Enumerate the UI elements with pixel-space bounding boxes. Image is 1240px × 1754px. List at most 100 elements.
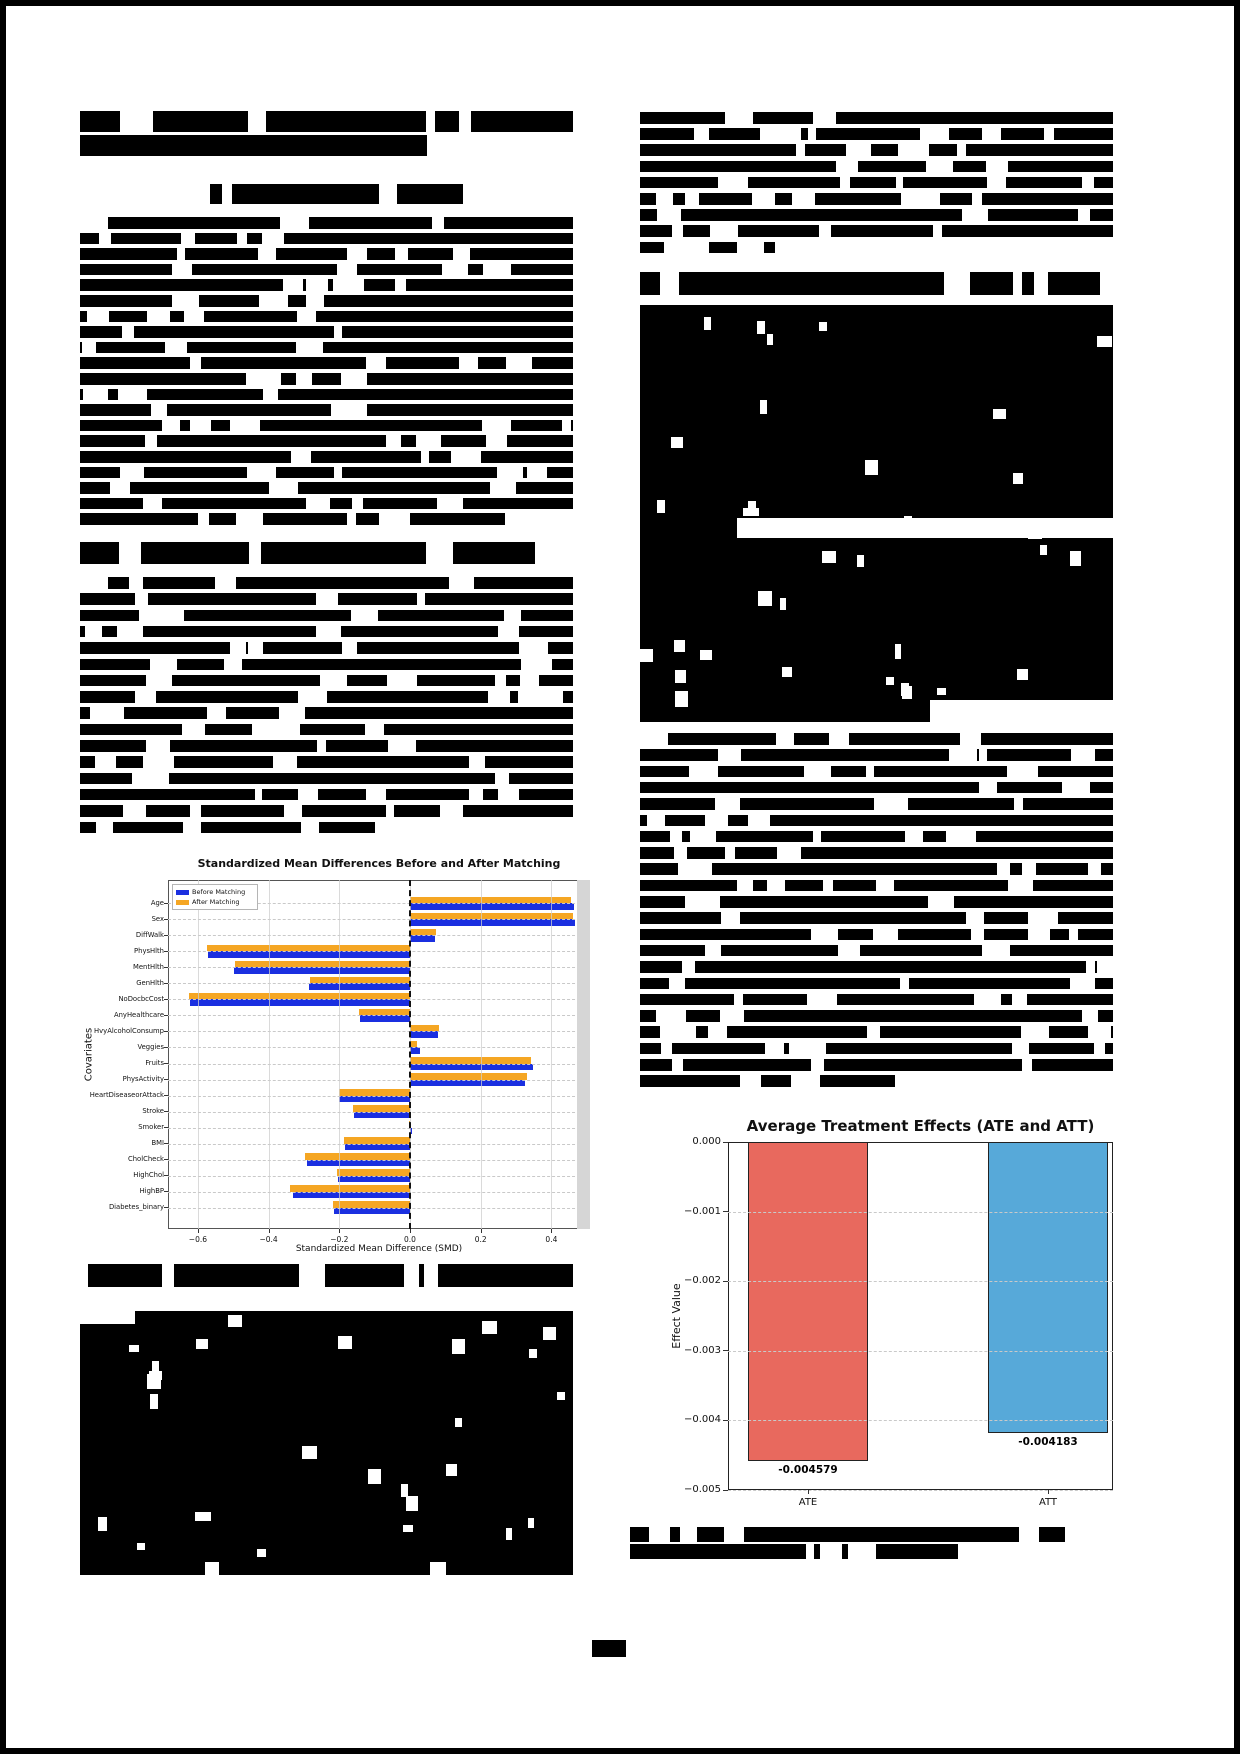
redaction-gap: [795, 144, 806, 156]
smd-ytick-label: MentHlth: [133, 962, 164, 971]
redaction-speck: [857, 554, 864, 567]
redacted-line: [640, 765, 1113, 778]
redaction-gap: [246, 373, 262, 385]
redaction-gap: [1013, 272, 1022, 295]
redacted-line: [640, 814, 1113, 826]
smd-ytick-mark: [164, 982, 168, 984]
redaction-gap: [315, 625, 341, 638]
redacted-line: [640, 863, 1113, 875]
redaction-gap: [667, 209, 681, 221]
redacted-line: [80, 373, 573, 385]
redaction-gap: [235, 513, 264, 525]
redaction-gap: [725, 847, 736, 859]
redaction-gap: [904, 830, 924, 843]
redaction-gap: [403, 1264, 419, 1287]
redaction-speck: [146, 1373, 162, 1389]
redaction-gap: [121, 326, 135, 338]
redaction-gap: [788, 1042, 815, 1055]
redaction-gap: [494, 772, 509, 785]
redaction-gap: [119, 542, 142, 564]
redaction-gap: [134, 593, 148, 605]
redaction-gap: [257, 248, 276, 260]
ate-bar-att: [988, 1142, 1108, 1434]
redaction-gap: [145, 674, 172, 687]
redaction-gap: [956, 144, 966, 156]
redaction-gap: [436, 497, 464, 510]
redaction-speck: [149, 1394, 159, 1410]
redaction-gap: [440, 805, 463, 817]
redacted-dense-block: [80, 1311, 573, 1575]
smd-bar-after-NoDocbcCost: [188, 992, 410, 1000]
smd-row-gridline: [168, 967, 590, 969]
redaction-gap: [818, 225, 831, 237]
smd-ytick-mark: [164, 934, 168, 936]
redaction-gap: [488, 691, 510, 703]
redaction-gap: [297, 788, 313, 801]
redaction-gap: [320, 674, 347, 687]
redaction-gap: [365, 723, 385, 736]
redaction-speck: [700, 650, 712, 661]
redaction-speck: [445, 1463, 457, 1476]
redaction-gap: [734, 993, 743, 1006]
smd-ytick-label: Veggies: [137, 1042, 164, 1051]
smd-bar-after-MentHlth: [234, 960, 410, 968]
redaction-gap: [677, 863, 705, 875]
redaction-gap: [836, 160, 858, 173]
redacted-line: [80, 542, 535, 564]
redaction-gap: [401, 513, 411, 525]
redaction-gap: [143, 497, 162, 510]
redaction-speck: [406, 1496, 418, 1512]
smd-row-gridline: [168, 935, 590, 937]
smd-ytick-mark: [164, 998, 168, 1000]
smd-ytick-label: BMI: [151, 1139, 164, 1148]
redacted-line: [80, 295, 573, 307]
smd-bar-after-HighBP: [290, 1185, 410, 1192]
redaction-gap: [118, 388, 148, 401]
redaction-speck: [527, 1518, 535, 1528]
redaction-gap: [895, 176, 904, 189]
redaction-gap: [721, 912, 741, 924]
redacted-line: [80, 111, 573, 132]
redaction-speck: [338, 1335, 353, 1349]
redaction-gap: [494, 674, 507, 687]
redaction-gap: [857, 1544, 876, 1559]
redaction-gap: [171, 263, 193, 276]
redaction-gap: [807, 993, 818, 1006]
smd-bar-after-GenHlth: [309, 976, 410, 984]
redaction-gap: [290, 451, 312, 463]
redaction-gap: [458, 111, 471, 132]
redacted-line: [80, 232, 573, 245]
redaction-gap: [258, 295, 289, 307]
smd-bar-before-Stroke: [354, 1111, 410, 1119]
redaction-gap: [426, 111, 436, 132]
redaction-gap: [426, 542, 454, 564]
redaction-gap: [112, 707, 124, 719]
redacted-line: [108, 217, 573, 229]
redacted-line: [80, 821, 375, 833]
smd-bar-after-HighChol: [336, 1169, 410, 1176]
redaction-gap: [110, 482, 131, 494]
redaction-gap: [1018, 1527, 1039, 1542]
redaction-gap: [298, 691, 328, 703]
redacted-line: [640, 912, 1113, 924]
redaction-gap: [974, 993, 1001, 1006]
smd-ytick-mark: [164, 1159, 168, 1161]
redaction-gap: [718, 176, 749, 189]
redaction-gap: [981, 944, 998, 957]
redaction-gap: [248, 542, 262, 564]
redacted-line: [88, 1264, 573, 1287]
redacted-line: [80, 658, 573, 670]
redaction-gap: [655, 1010, 687, 1022]
smd-row-gridline: [168, 1031, 590, 1033]
redacted-line: [80, 388, 573, 401]
redaction-gap: [776, 847, 802, 859]
redaction-gap: [161, 1264, 174, 1287]
smd-bar-before-HighBP: [292, 1191, 410, 1199]
smd-zero-line: [409, 880, 411, 1229]
redaction-gap: [760, 128, 783, 140]
redacted-line: [80, 466, 573, 479]
redaction-speck: [865, 459, 878, 475]
redaction-gap: [146, 310, 170, 323]
redacted-line: [640, 961, 1113, 973]
